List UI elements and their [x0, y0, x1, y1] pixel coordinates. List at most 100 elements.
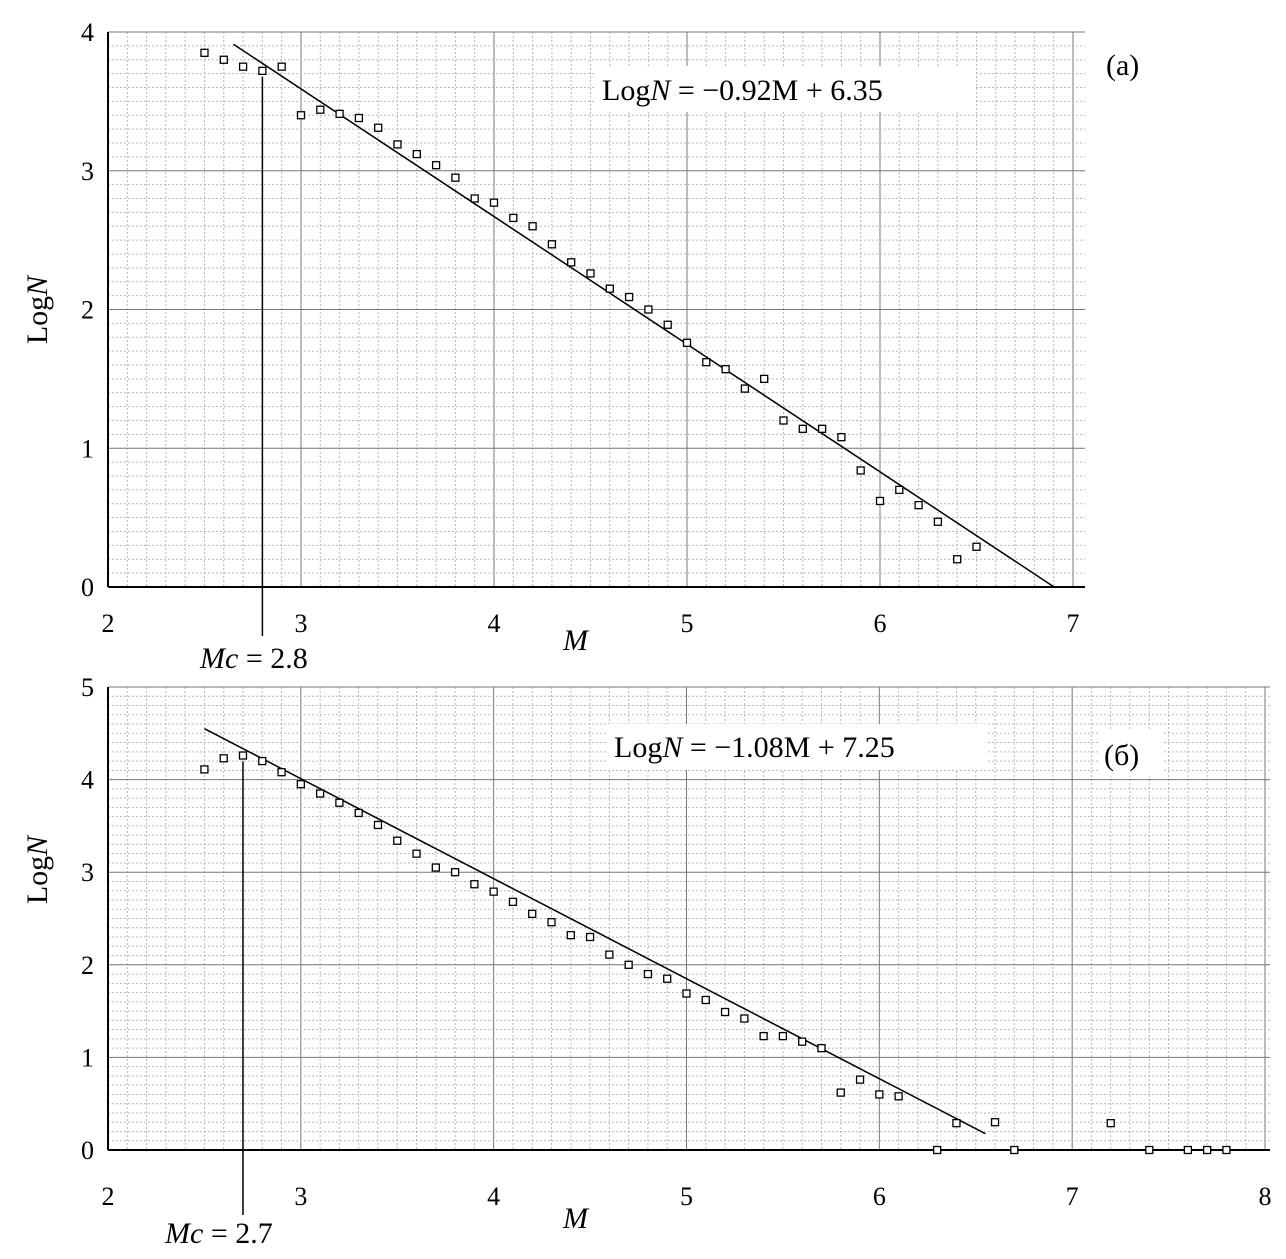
data-point — [335, 109, 344, 119]
x-tick-label: 6 — [874, 609, 887, 638]
equation-box-b — [606, 724, 986, 770]
data-point — [567, 258, 576, 267]
data-point — [779, 416, 788, 425]
grid-a — [107, 31, 1085, 588]
y-axis-label-a: LogN — [21, 274, 54, 344]
panel-label-b: (б) — [1104, 739, 1139, 772]
data-point — [663, 320, 672, 329]
y-tick-label: 2 — [81, 951, 94, 980]
data-point — [315, 789, 325, 798]
y-tick-label: 3 — [81, 858, 94, 887]
fit-line-a — [233, 43, 1055, 588]
data-point — [933, 517, 943, 526]
panel-a: 2 3 4 5 6 7 0 1 2 3 4 LogN = −0.92M + 6.35 (a) M L… — [21, 18, 1160, 675]
data-point — [470, 194, 479, 203]
data-point — [451, 173, 460, 182]
y-tick-label: 1 — [81, 1043, 94, 1072]
panel-label-box-b — [1098, 730, 1164, 776]
panel-label-box-a — [1098, 44, 1160, 84]
data-point — [354, 808, 363, 818]
y-tick-label: 0 — [81, 1136, 94, 1165]
data-point — [798, 1037, 807, 1046]
x-tick-label: 7 — [1067, 609, 1080, 638]
data-point — [528, 222, 537, 231]
y-tick-label: 2 — [81, 296, 94, 325]
data-point — [759, 1031, 768, 1041]
data-point — [374, 123, 383, 132]
data-point — [200, 765, 209, 774]
data-point — [953, 555, 962, 564]
equation-b: LogN = −1.08M + 7.25 — [614, 731, 895, 764]
data-point — [624, 292, 634, 302]
data-point — [1183, 1145, 1193, 1155]
data-point — [875, 496, 885, 506]
data-point — [489, 198, 499, 207]
data-point — [856, 466, 865, 475]
x-tick-label: 4 — [488, 609, 501, 638]
data-point — [1010, 1145, 1019, 1155]
y-tick-label: 4 — [81, 766, 94, 795]
data-point — [431, 161, 441, 170]
x-tick-label: 5 — [681, 609, 694, 638]
x-tick-label: 5 — [680, 1182, 693, 1211]
regression-line — [204, 728, 986, 1135]
data-point — [952, 1118, 961, 1128]
data-point — [778, 1031, 788, 1041]
mc-label-a: Mc = 2.8 — [199, 642, 308, 675]
data-point — [644, 305, 653, 314]
data-point — [682, 989, 691, 998]
x-tick-label: 8 — [1259, 1182, 1272, 1211]
tick-labels-a: 2 3 4 5 6 7 0 1 2 3 4 — [81, 18, 1080, 638]
data-point — [895, 485, 904, 495]
data-point — [1145, 1145, 1154, 1155]
data-point — [585, 932, 595, 942]
data-point — [258, 66, 267, 75]
data-point — [837, 432, 846, 442]
data-point — [508, 897, 518, 906]
x-axis-label-b: M — [562, 1202, 590, 1235]
data-point — [547, 240, 557, 249]
fit-line-b — [204, 728, 986, 1135]
data-point — [219, 55, 228, 64]
data-point — [663, 974, 672, 983]
data-point — [933, 1145, 942, 1155]
data-point — [277, 62, 286, 71]
equation-box-a — [595, 66, 975, 112]
data-point — [566, 931, 575, 940]
data-point — [316, 105, 325, 114]
axes-a — [107, 32, 1085, 588]
data-point — [760, 374, 769, 384]
data-point — [412, 849, 421, 858]
regression-line — [233, 43, 1055, 588]
data-point — [450, 868, 460, 877]
axes-b — [107, 687, 1270, 1151]
data-point — [528, 909, 537, 919]
data-point — [296, 111, 306, 120]
data-point — [431, 863, 440, 872]
data-point — [624, 960, 633, 969]
data-point — [258, 756, 267, 766]
data-point — [798, 424, 807, 433]
data-point — [296, 780, 305, 789]
data-point — [470, 880, 479, 889]
y-tick-label: 3 — [81, 157, 94, 186]
data-point — [586, 269, 595, 278]
data-point — [894, 1092, 903, 1101]
data-point — [489, 887, 498, 896]
data-point — [393, 140, 402, 149]
y-tick-label: 4 — [81, 18, 94, 47]
data-point — [701, 995, 710, 1005]
tick-labels-b: 2 3 4 5 6 7 8 0 1 2 3 4 5 — [81, 673, 1272, 1211]
data-point — [219, 754, 228, 763]
data-point — [740, 384, 750, 393]
x-axis-label-a: M — [562, 624, 590, 657]
data-point — [855, 1075, 865, 1084]
data-point — [547, 918, 556, 927]
y-tick-label: 0 — [81, 573, 94, 602]
data-point — [972, 542, 981, 551]
data-point — [335, 798, 344, 807]
x-tick-label: 3 — [295, 609, 308, 638]
y-tick-label: 5 — [81, 673, 94, 702]
x-tick-label: 2 — [102, 609, 115, 638]
